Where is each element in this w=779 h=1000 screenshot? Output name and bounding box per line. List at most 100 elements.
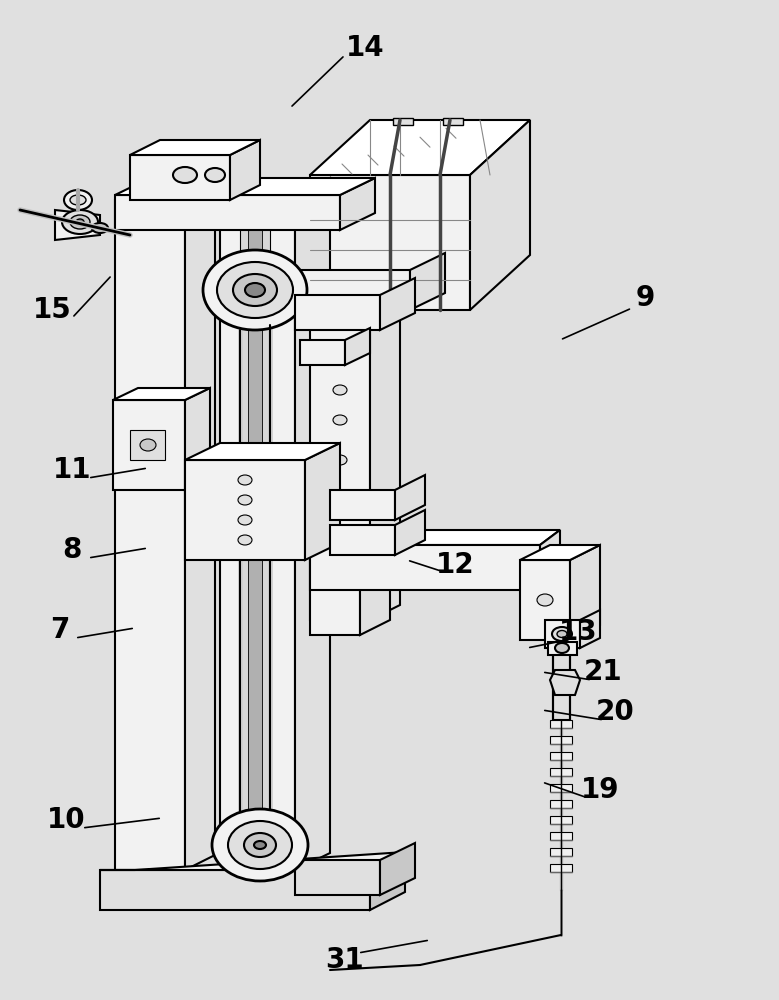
Text: 8: 8 — [62, 536, 82, 564]
Polygon shape — [330, 490, 395, 520]
Text: 13: 13 — [559, 618, 597, 646]
Polygon shape — [240, 215, 270, 840]
Ellipse shape — [238, 535, 252, 545]
Polygon shape — [248, 215, 262, 840]
Text: 7: 7 — [51, 616, 69, 644]
Polygon shape — [100, 870, 370, 910]
Polygon shape — [345, 328, 370, 365]
Polygon shape — [185, 185, 215, 870]
Polygon shape — [540, 530, 560, 590]
Text: 12: 12 — [435, 551, 474, 579]
Polygon shape — [320, 248, 355, 310]
Ellipse shape — [228, 821, 292, 869]
Ellipse shape — [333, 355, 347, 365]
Polygon shape — [310, 120, 530, 175]
Ellipse shape — [173, 167, 197, 183]
Ellipse shape — [254, 841, 266, 849]
Polygon shape — [130, 140, 260, 155]
Ellipse shape — [552, 627, 572, 641]
Polygon shape — [550, 832, 572, 840]
Ellipse shape — [238, 515, 252, 525]
Ellipse shape — [70, 195, 86, 205]
Polygon shape — [310, 310, 370, 620]
Polygon shape — [550, 784, 572, 792]
Polygon shape — [185, 388, 210, 490]
Ellipse shape — [205, 168, 225, 182]
Polygon shape — [115, 200, 185, 870]
Polygon shape — [360, 540, 390, 635]
Polygon shape — [370, 852, 405, 910]
Polygon shape — [548, 642, 577, 655]
Ellipse shape — [333, 455, 347, 465]
Ellipse shape — [212, 809, 308, 881]
Polygon shape — [115, 178, 375, 195]
Polygon shape — [295, 178, 330, 870]
Polygon shape — [340, 178, 375, 230]
Polygon shape — [310, 545, 540, 590]
Polygon shape — [550, 800, 572, 808]
Text: 11: 11 — [53, 456, 91, 484]
Polygon shape — [550, 768, 572, 776]
Polygon shape — [550, 816, 572, 824]
Polygon shape — [545, 620, 580, 648]
Polygon shape — [220, 195, 295, 870]
Ellipse shape — [557, 631, 567, 638]
Ellipse shape — [76, 219, 84, 225]
Polygon shape — [55, 210, 100, 240]
Polygon shape — [550, 864, 572, 872]
Ellipse shape — [245, 283, 265, 297]
Polygon shape — [370, 295, 400, 620]
Polygon shape — [113, 400, 185, 490]
Polygon shape — [570, 545, 600, 640]
Ellipse shape — [238, 475, 252, 485]
Polygon shape — [113, 388, 210, 400]
Polygon shape — [295, 860, 380, 895]
Polygon shape — [115, 195, 340, 230]
Polygon shape — [520, 545, 600, 560]
Polygon shape — [115, 185, 215, 200]
Polygon shape — [553, 648, 570, 720]
Ellipse shape — [238, 495, 252, 505]
Polygon shape — [395, 510, 425, 555]
Polygon shape — [550, 848, 572, 856]
Polygon shape — [305, 443, 340, 560]
Ellipse shape — [70, 215, 90, 229]
Polygon shape — [310, 175, 470, 310]
Ellipse shape — [140, 439, 156, 451]
Text: 31: 31 — [326, 946, 365, 974]
Polygon shape — [550, 670, 580, 695]
Polygon shape — [443, 118, 463, 125]
Polygon shape — [310, 555, 360, 635]
Polygon shape — [520, 560, 570, 640]
Ellipse shape — [62, 210, 98, 234]
Text: 10: 10 — [47, 806, 86, 834]
Text: 21: 21 — [583, 658, 622, 686]
Polygon shape — [550, 752, 572, 760]
Text: 19: 19 — [581, 776, 619, 804]
Text: 15: 15 — [33, 296, 72, 324]
Polygon shape — [185, 443, 340, 460]
Ellipse shape — [537, 594, 553, 606]
Ellipse shape — [244, 833, 276, 857]
Polygon shape — [550, 736, 572, 744]
Polygon shape — [130, 430, 165, 460]
Polygon shape — [393, 118, 413, 125]
Polygon shape — [185, 460, 305, 560]
Polygon shape — [300, 340, 345, 365]
Ellipse shape — [555, 643, 569, 653]
Ellipse shape — [92, 223, 108, 233]
Ellipse shape — [64, 190, 92, 210]
Ellipse shape — [233, 274, 277, 306]
Polygon shape — [100, 852, 405, 870]
Polygon shape — [380, 278, 415, 330]
Polygon shape — [230, 140, 260, 200]
Polygon shape — [330, 525, 395, 555]
Text: 14: 14 — [346, 34, 384, 62]
Polygon shape — [295, 270, 410, 310]
Polygon shape — [295, 295, 380, 330]
Polygon shape — [130, 155, 230, 200]
Polygon shape — [310, 530, 560, 545]
Polygon shape — [220, 178, 330, 195]
Polygon shape — [410, 253, 445, 310]
Polygon shape — [310, 295, 400, 310]
